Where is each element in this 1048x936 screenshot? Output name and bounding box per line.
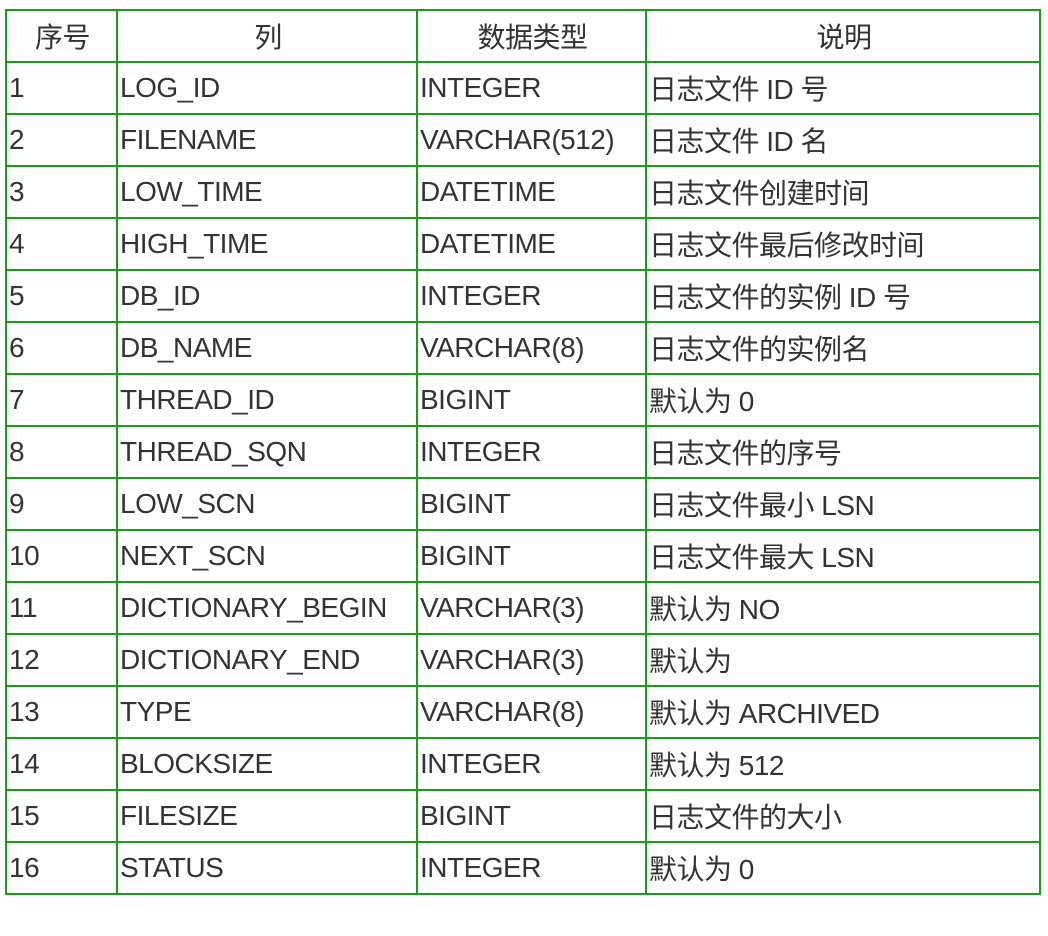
cell-data-type: VARCHAR(8)	[416, 321, 647, 375]
table-row: 7 THREAD_ID BIGINT 默认为 0	[5, 373, 1041, 427]
cell-index: 5	[5, 269, 118, 323]
cell-data-type: DATETIME	[416, 217, 647, 271]
cell-index: 10	[5, 529, 118, 583]
cell-column: LOG_ID	[116, 61, 418, 115]
header-description: 说明	[645, 9, 1041, 63]
table-row: 6 DB_NAME VARCHAR(8) 日志文件的实例名	[5, 321, 1041, 375]
cell-data-type: VARCHAR(3)	[416, 633, 647, 687]
cell-description: 日志文件的序号	[645, 425, 1041, 479]
cell-column: TYPE	[116, 685, 418, 739]
table-row: 13 TYPE VARCHAR(8) 默认为 ARCHIVED	[5, 685, 1041, 739]
cell-index: 12	[5, 633, 118, 687]
cell-column: DICTIONARY_BEGIN	[116, 581, 418, 635]
cell-index: 14	[5, 737, 118, 791]
cell-description: 日志文件最小 LSN	[645, 477, 1041, 531]
table-row: 9 LOW_SCN BIGINT 日志文件最小 LSN	[5, 477, 1041, 531]
table-row: 15 FILESIZE BIGINT 日志文件的大小	[5, 789, 1041, 843]
cell-data-type: INTEGER	[416, 425, 647, 479]
cell-data-type: INTEGER	[416, 841, 647, 895]
cell-data-type: VARCHAR(3)	[416, 581, 647, 635]
cell-data-type: DATETIME	[416, 165, 647, 219]
cell-index: 11	[5, 581, 118, 635]
cell-description: 默认为 0	[645, 373, 1041, 427]
cell-column: BLOCKSIZE	[116, 737, 418, 791]
cell-index: 7	[5, 373, 118, 427]
header-index: 序号	[5, 9, 118, 63]
cell-description: 默认为 NO	[645, 581, 1041, 635]
cell-index: 13	[5, 685, 118, 739]
cell-index: 9	[5, 477, 118, 531]
header-data-type: 数据类型	[416, 9, 647, 63]
cell-index: 1	[5, 61, 118, 115]
cell-description: 日志文件最大 LSN	[645, 529, 1041, 583]
cell-data-type: VARCHAR(512)	[416, 113, 647, 167]
cell-description: 默认为 ARCHIVED	[645, 685, 1041, 739]
cell-description: 日志文件的实例名	[645, 321, 1041, 375]
cell-index: 6	[5, 321, 118, 375]
table-row: 1 LOG_ID INTEGER 日志文件 ID 号	[5, 61, 1041, 115]
cell-description: 日志文件 ID 名	[645, 113, 1041, 167]
cell-column: FILESIZE	[116, 789, 418, 843]
cell-index: 2	[5, 113, 118, 167]
cell-data-type: BIGINT	[416, 529, 647, 583]
cell-data-type: BIGINT	[416, 789, 647, 843]
cell-description: 日志文件的实例 ID 号	[645, 269, 1041, 323]
cell-description: 日志文件 ID 号	[645, 61, 1041, 115]
cell-data-type: BIGINT	[416, 373, 647, 427]
cell-column: THREAD_SQN	[116, 425, 418, 479]
cell-description: 默认为 512	[645, 737, 1041, 791]
cell-column: FILENAME	[116, 113, 418, 167]
table-row: 8 THREAD_SQN INTEGER 日志文件的序号	[5, 425, 1041, 479]
cell-column: THREAD_ID	[116, 373, 418, 427]
table-row: 16 STATUS INTEGER 默认为 0	[5, 841, 1041, 895]
cell-column: HIGH_TIME	[116, 217, 418, 271]
column-definition-table: 序号 列 数据类型 说明 1 LOG_ID INTEGER 日志文件 ID 号 2 FIL…	[5, 9, 1041, 895]
cell-column: NEXT_SCN	[116, 529, 418, 583]
table-row: 11 DICTIONARY_BEGIN VARCHAR(3) 默认为 NO	[5, 581, 1041, 635]
cell-column: STATUS	[116, 841, 418, 895]
cell-index: 4	[5, 217, 118, 271]
cell-description: 默认为 0	[645, 841, 1041, 895]
cell-index: 8	[5, 425, 118, 479]
cell-column: DB_NAME	[116, 321, 418, 375]
table-row: 3 LOW_TIME DATETIME 日志文件创建时间	[5, 165, 1041, 219]
table-row: 4 HIGH_TIME DATETIME 日志文件最后修改时间	[5, 217, 1041, 271]
cell-column: DB_ID	[116, 269, 418, 323]
table-row: 14 BLOCKSIZE INTEGER 默认为 512	[5, 737, 1041, 791]
cell-index: 3	[5, 165, 118, 219]
cell-data-type: INTEGER	[416, 737, 647, 791]
table-row: 10 NEXT_SCN BIGINT 日志文件最大 LSN	[5, 529, 1041, 583]
cell-column: LOW_SCN	[116, 477, 418, 531]
cell-description: 日志文件的大小	[645, 789, 1041, 843]
cell-data-type: INTEGER	[416, 269, 647, 323]
cell-description: 日志文件创建时间	[645, 165, 1041, 219]
cell-column: LOW_TIME	[116, 165, 418, 219]
cell-data-type: INTEGER	[416, 61, 647, 115]
cell-description: 日志文件最后修改时间	[645, 217, 1041, 271]
table-row: 12 DICTIONARY_END VARCHAR(3) 默认为	[5, 633, 1041, 687]
table-row: 2 FILENAME VARCHAR(512) 日志文件 ID 名	[5, 113, 1041, 167]
cell-index: 16	[5, 841, 118, 895]
header-row: 序号 列 数据类型 说明	[5, 9, 1041, 63]
cell-column: DICTIONARY_END	[116, 633, 418, 687]
table-row: 5 DB_ID INTEGER 日志文件的实例 ID 号	[5, 269, 1041, 323]
header-column: 列	[116, 9, 418, 63]
cell-data-type: BIGINT	[416, 477, 647, 531]
cell-description: 默认为	[645, 633, 1041, 687]
cell-index: 15	[5, 789, 118, 843]
cell-data-type: VARCHAR(8)	[416, 685, 647, 739]
